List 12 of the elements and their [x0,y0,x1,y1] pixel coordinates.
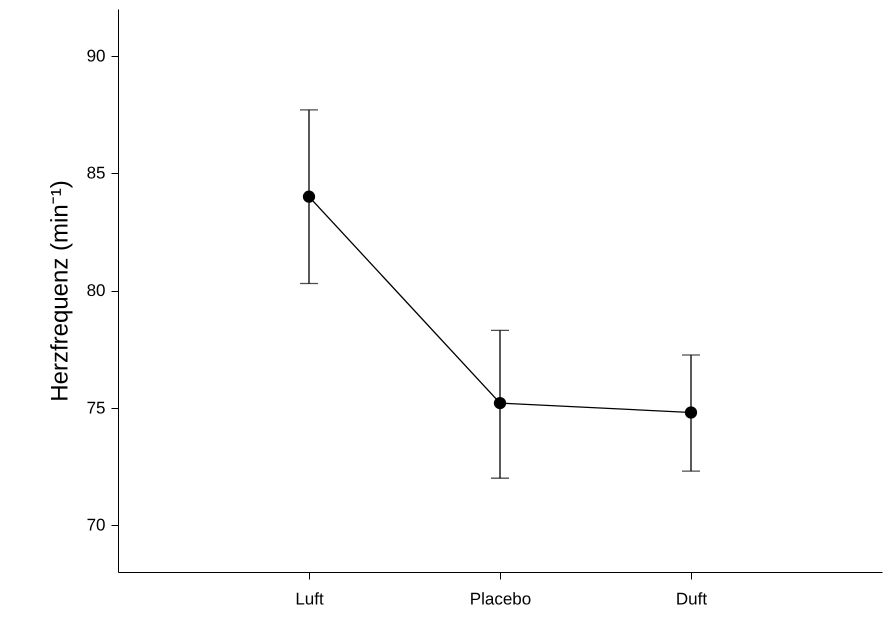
x-tick-label: Duft [676,590,708,608]
y-axis-title: Herzfrequenz (min⁻¹) [46,180,74,402]
point [494,396,506,410]
y-tick-label: 90 [86,46,106,66]
x-tick-label: Luft [295,590,324,608]
y-tick-label: 75 [86,398,106,418]
y-tick-label: 85 [86,164,106,183]
point [684,406,698,419]
x-tick-label: Placebo [470,590,532,608]
y-tick-label: 70 [86,516,106,535]
point [302,190,316,203]
y-tick-label: 80 [86,281,106,300]
